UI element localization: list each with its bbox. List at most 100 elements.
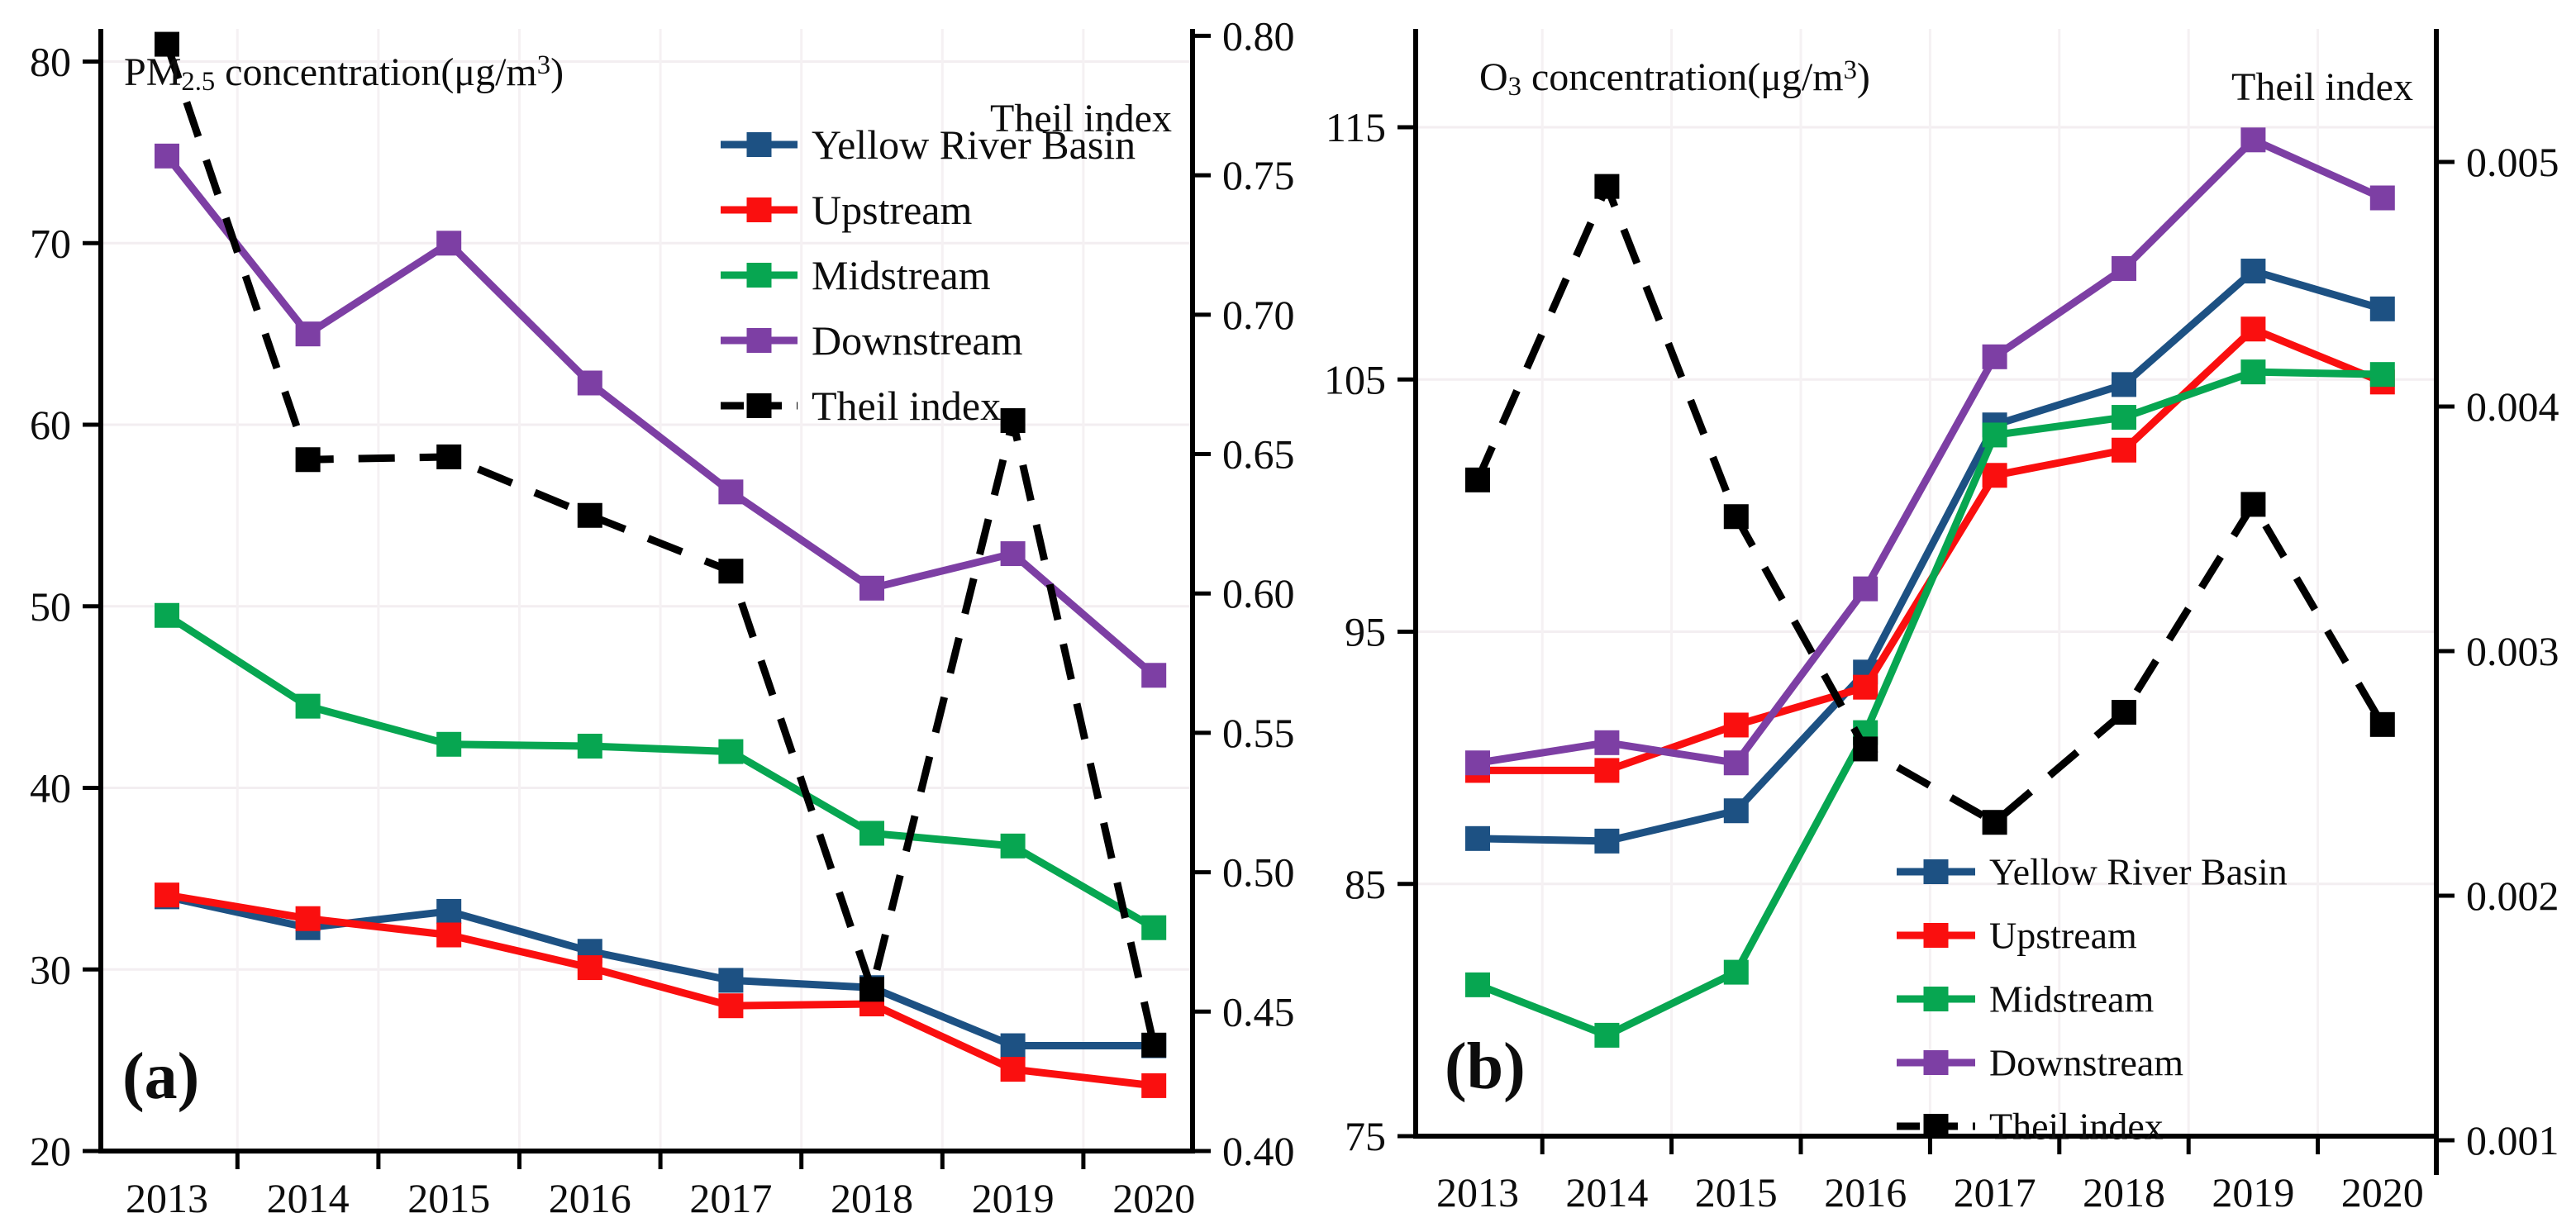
panel-a-corner-label: (a) [122,1040,200,1113]
series-marker-midstream [859,821,884,846]
legend-item-downstream: Downstream [1897,1042,2183,1084]
series-marker-yellow-river-basin [1000,1033,1026,1058]
right-axis-tick-label: 0.40 [1222,1128,1295,1174]
series-marker-downstream [1594,730,1620,755]
series-marker-theil-index [718,559,744,584]
series-marker-upstream [295,906,321,931]
x-axis-year-label: 2020 [2341,1169,2424,1215]
panel-b: 75 85 95 105 115 0.001 0.002 0.003 0.004 0.005 201… [1324,29,2559,1215]
x-axis-year-label: 2018 [2083,1169,2165,1215]
series-marker-upstream [2112,437,2136,463]
series-line-theil-index [163,43,1158,1046]
x-axis-year-label: 2016 [1824,1169,1907,1215]
series-marker-theil-index [1465,467,1490,492]
panel-b-title-sup: 3 [1843,55,1857,85]
left-axis-tick-label: 85 [1345,861,1386,907]
series-marker-theil-index [2240,492,2266,517]
series-marker-theil-index [295,447,321,473]
legend-item-upstream: Upstream [721,187,972,233]
series-marker-yellow-river-basin [1723,798,1749,824]
series-marker-midstream [577,733,602,759]
series-marker-yellow-river-basin [718,968,744,993]
panel-a: 20 30 40 50 60 70 80 0.40 0.45 0.50 0.55 0.60 0.65 0.… [30,12,1295,1221]
series-marker-downstream [577,370,602,396]
series-marker-upstream [1141,1073,1167,1098]
series-marker-upstream [1853,674,1878,700]
series-marker-theil-index [436,444,462,469]
legend-item-yellow-river-basin: Yellow River Basin [1897,851,2288,893]
right-axis-tick-label: 0.50 [1222,849,1295,896]
x-axis-year-label: 2018 [831,1175,913,1221]
legend-label: Downstream [812,317,1023,364]
series-marker-theil-index [2369,711,2395,737]
series-line-yellow-river-basin [1477,267,2384,845]
legend-label: Yellow River Basin [1989,851,2288,893]
panel-b-title-sub: 3 [1507,71,1521,102]
left-axis-tick-label: 40 [30,765,71,811]
series-marker-downstream [2240,127,2266,153]
x-axis-year-label: 2020 [1112,1175,1195,1221]
left-axis-tick-label: 105 [1324,356,1386,402]
series-marker-midstream [295,693,321,719]
legend-marker-swatch [746,197,772,222]
panel-b-title-suffix: ) [1856,55,1870,99]
series-marker-midstream [1594,1022,1620,1048]
panel-a-title-sup: 3 [536,50,551,80]
right-axis-tick-label: 0.003 [2466,628,2559,674]
right-axis-tick-label: 0.75 [1222,152,1295,198]
series-marker-theil-index [2112,700,2136,725]
x-axis-year-label: 2016 [549,1175,631,1221]
series-marker-midstream [155,602,179,628]
panel-b-title: O3 concentration(μg/m3) [1479,55,1870,102]
legend-marker-swatch [746,328,772,353]
series-marker-downstream [859,575,884,601]
legend-label: Theil index [1989,1106,2164,1148]
series-marker-downstream [1141,663,1167,688]
series-marker-midstream [1465,972,1490,997]
legend-marker-swatch [746,132,772,157]
legend-item-yellow-river-basin: Yellow River Basin [721,121,1136,168]
legend-marker-swatch [746,263,772,288]
legend-item-upstream: Upstream [1897,915,2137,957]
x-axis-year-label: 2015 [1695,1169,1778,1215]
series-marker-midstream [1982,422,2007,448]
left-axis-tick-label: 60 [30,402,71,448]
series-marker-midstream [1000,833,1026,859]
series-marker-midstream [1723,959,1749,985]
series-marker-downstream [295,321,321,347]
left-axis-tick-label: 115 [1326,104,1386,150]
legend-label: Theil index [812,383,1001,429]
left-axis-tick-label: 30 [30,946,71,992]
series-marker-upstream [1982,463,2007,488]
series-marker-upstream [1723,712,1749,738]
series-marker-downstream [2369,185,2395,211]
series-marker-yellow-river-basin [2112,372,2136,397]
x-axis-year-label: 2014 [267,1175,350,1221]
left-axis-tick-label: 75 [1345,1113,1386,1159]
series-marker-theil-index [1141,1032,1167,1058]
series-marker-downstream [2112,255,2136,281]
legend-marker-swatch [746,393,772,418]
panel-a-title-sub: 2.5 [181,66,216,97]
series-marker-midstream [2112,405,2136,430]
panel-a-right-axis-caption: Theil index [990,97,1172,140]
series-marker-yellow-river-basin [2240,259,2266,284]
legend-label: Upstream [1989,915,2137,957]
right-axis-tick-label: 0.60 [1222,570,1295,616]
right-axis-tick-label: 0.001 [2466,1117,2559,1163]
legend-label: Downstream [1989,1042,2183,1084]
series-marker-theil-index [1594,174,1620,199]
series-marker-theil-index [1982,810,2007,835]
series-marker-upstream [1000,1057,1026,1082]
legend-item-midstream: Midstream [1897,978,2155,1020]
series-marker-midstream [2369,362,2395,388]
right-axis-tick-label: 0.70 [1222,292,1295,338]
series-marker-downstream [1723,750,1749,776]
x-axis-year-label: 2017 [689,1175,772,1221]
panel-a-title-prefix: PM [124,50,182,94]
right-axis-tick-label: 0.45 [1222,988,1295,1035]
series-line-upstream [166,891,1155,1090]
legend-label: Midstream [812,252,991,298]
